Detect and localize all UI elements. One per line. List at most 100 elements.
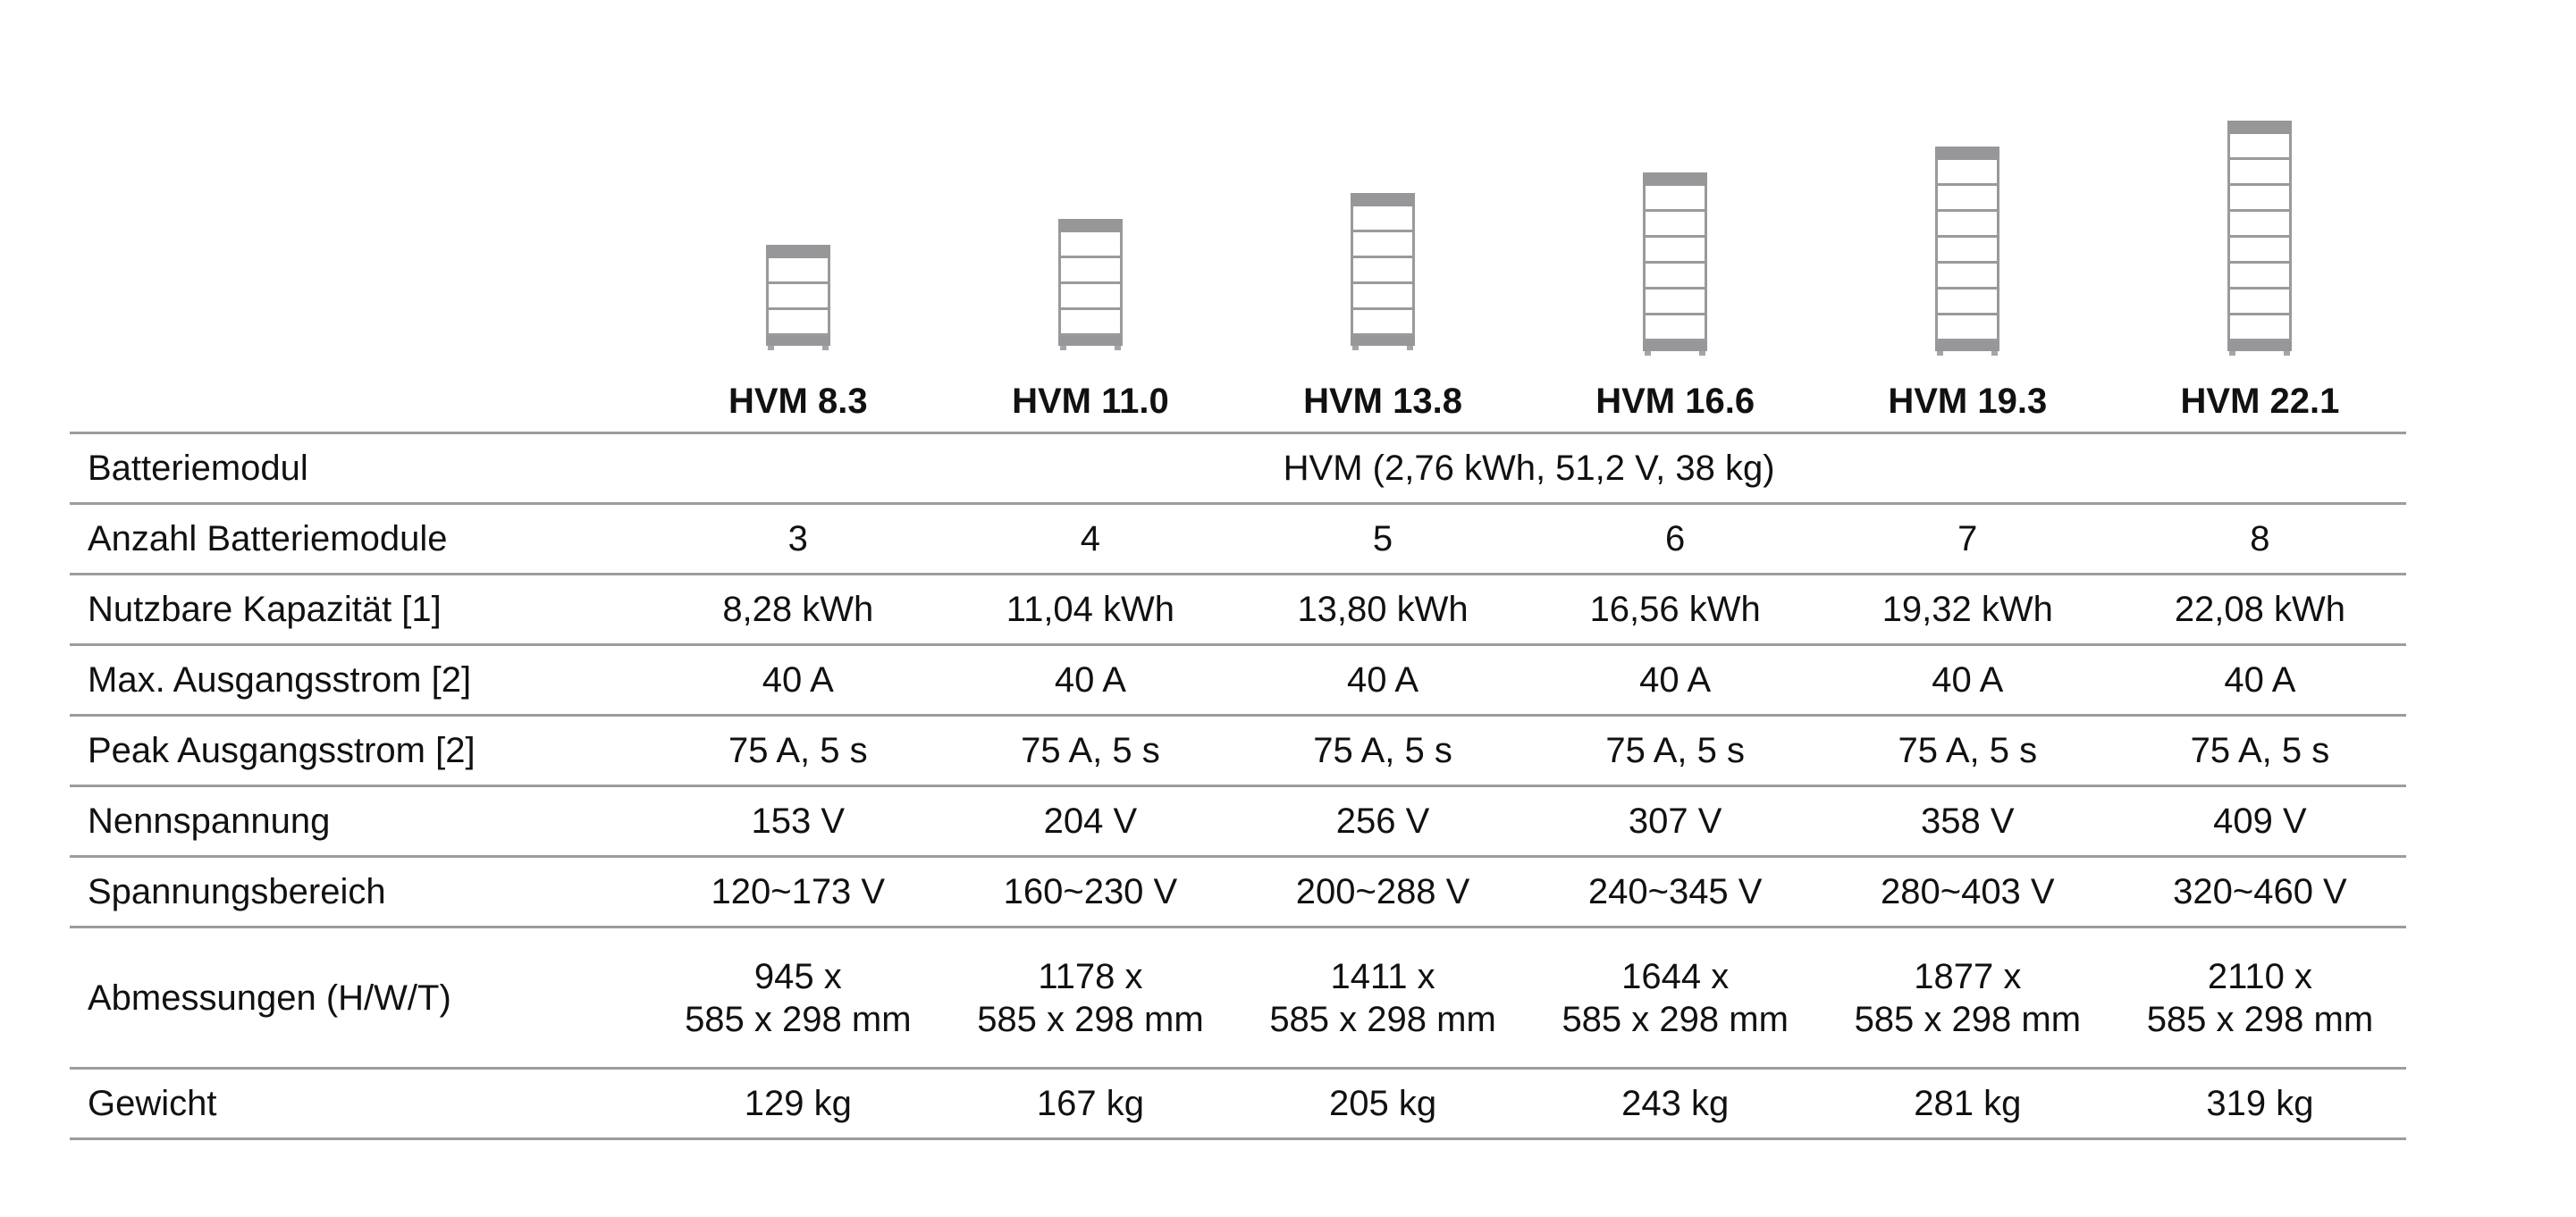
battery-module <box>765 310 830 336</box>
value-cell: 19,32 kWh <box>1821 574 2114 646</box>
row-label: Batteriemodul <box>70 432 652 505</box>
stack-feet <box>2227 351 2292 356</box>
value-cell: 280~403 V <box>1821 856 2114 928</box>
value-cell: 3 <box>652 503 945 575</box>
value-line: 1411 x <box>1330 956 1435 996</box>
table-row: Spannungsbereich 120~173 V 160~230 V 200~28… <box>70 856 2406 928</box>
battery-module <box>765 258 830 284</box>
value-cell: 75 A, 5 s <box>1528 715 1822 787</box>
value-line: 945 x <box>753 956 842 996</box>
model-illustration-hvm-8-3 <box>652 0 944 375</box>
value-cell: 153 V <box>652 785 945 858</box>
battery-module <box>765 284 830 310</box>
table-row: Nutzbare Kapazität [1] 8,28 kWh 11,04 kWh 1… <box>70 574 2406 646</box>
value-line: 1877 x <box>1914 956 2022 996</box>
value-cell: 40 A <box>1528 644 1822 717</box>
value-cell: 40 A <box>652 644 945 717</box>
stack-base <box>1350 336 1415 346</box>
model-name: HVM 19.3 <box>1821 371 2114 434</box>
value-line: 2110 x <box>2207 956 2312 996</box>
value-line: 585 x 298 mm <box>1269 999 1496 1039</box>
battery-module <box>1350 258 1415 284</box>
battery-stack-icon <box>2227 121 2292 356</box>
battery-module <box>1057 310 1123 336</box>
battery-module <box>1057 284 1123 310</box>
battery-module <box>1642 186 1707 212</box>
battery-module <box>1934 160 1999 186</box>
value-cell: 40 A <box>2113 644 2406 717</box>
spec-table: HVM 8.3 HVM 11.0 HVM 13.8 HVM 16.6 HVM 1… <box>70 371 2406 1140</box>
battery-module <box>2227 315 2292 341</box>
value-cell: 1644 x 585 x 298 mm <box>1528 927 1822 1070</box>
model-header-row: HVM 8.3 HVM 11.0 HVM 13.8 HVM 16.6 HVM 1… <box>70 371 2406 434</box>
value-cell: 204 V <box>944 785 1237 858</box>
value-cell: 1877 x 585 x 298 mm <box>1821 927 2114 1070</box>
battery-module <box>2227 238 2292 264</box>
stack-feet <box>1058 346 1123 350</box>
stack-base <box>2227 341 2292 351</box>
battery-module <box>2227 212 2292 238</box>
value-line: 1644 x <box>1621 956 1730 996</box>
model-name: HVM 13.8 <box>1236 371 1529 434</box>
stack-top-cap <box>1350 193 1415 206</box>
row-label: Nennspannung <box>70 785 652 858</box>
battery-module <box>2227 290 2292 315</box>
value-cell: 75 A, 5 s <box>1821 715 2114 787</box>
model-name: HVM 11.0 <box>944 371 1237 434</box>
value-cell: 11,04 kWh <box>944 574 1237 646</box>
value-cell: 7 <box>1821 503 2114 575</box>
model-illustration-hvm-16-6 <box>1528 0 1821 375</box>
stack-base <box>1934 341 1999 351</box>
value-cell: 22,08 kWh <box>2113 574 2406 646</box>
value-cell: 307 V <box>1528 785 1822 858</box>
table-row: Gewicht 129 kg 167 kg 205 kg 243 kg 281 kg 319… <box>70 1068 2406 1140</box>
value-cell: 160~230 V <box>944 856 1237 928</box>
battery-module <box>1350 232 1415 258</box>
value-cell: 8,28 kWh <box>652 574 945 646</box>
battery-stack-icon <box>1057 219 1123 350</box>
row-label: Nutzbare Kapazität [1] <box>70 574 652 646</box>
value-cell: 16,56 kWh <box>1528 574 1822 646</box>
battery-stack-icon <box>1350 193 1415 350</box>
value-cell: 281 kg <box>1821 1068 2114 1140</box>
value-line: 585 x 298 mm <box>977 999 1204 1039</box>
table-row: Nennspannung 153 V 204 V 256 V 307 V 358 V 409… <box>70 785 2406 858</box>
stack-feet <box>1935 351 1999 356</box>
stack-top-cap <box>2227 121 2292 134</box>
stack-feet <box>766 346 830 350</box>
value-cell: 120~173 V <box>652 856 945 928</box>
value-cell: 8 <box>2113 503 2406 575</box>
stack-top-cap <box>765 245 830 258</box>
battery-module <box>2227 160 2292 186</box>
model-illustration-hvm-22-1 <box>2113 0 2405 375</box>
battery-stack-icon <box>1934 147 1999 356</box>
battery-module <box>1934 264 1999 290</box>
value-cell: 75 A, 5 s <box>652 715 945 787</box>
stack-base <box>765 336 830 346</box>
row-label: Spannungsbereich <box>70 856 652 928</box>
value-cell: 2110 x 585 x 298 mm <box>2113 927 2406 1070</box>
value-cell: 240~345 V <box>1528 856 1822 928</box>
stack-top-cap <box>1057 219 1123 232</box>
value-cell: 167 kg <box>944 1068 1237 1140</box>
value-cell: 256 V <box>1236 785 1529 858</box>
battery-module <box>1934 315 1999 341</box>
battery-module <box>2227 264 2292 290</box>
value-cell: 40 A <box>1821 644 2114 717</box>
value-cell: 1178 x 585 x 298 mm <box>944 927 1237 1070</box>
value-line: 585 x 298 mm <box>2146 999 2374 1039</box>
value-line: 1178 x <box>1038 956 1143 996</box>
table-row-batteriemodul: Batteriemodul HVM (2,76 kWh, 51,2 V, 38 … <box>70 432 2406 505</box>
value-cell: 945 x 585 x 298 mm <box>652 927 945 1070</box>
battery-module <box>1642 264 1707 290</box>
battery-module <box>1934 238 1999 264</box>
value-line: 585 x 298 mm <box>685 999 912 1039</box>
battery-module <box>1642 290 1707 315</box>
battery-module <box>2227 134 2292 160</box>
model-illustration-hvm-11-0 <box>944 0 1236 375</box>
table-row: Peak Ausgangsstrom [2] 75 A, 5 s 75 A, 5 s… <box>70 715 2406 787</box>
value-cell: 5 <box>1236 503 1529 575</box>
battery-module <box>1057 258 1123 284</box>
battery-module <box>1934 186 1999 212</box>
value-cell: 1411 x 585 x 298 mm <box>1236 927 1529 1070</box>
